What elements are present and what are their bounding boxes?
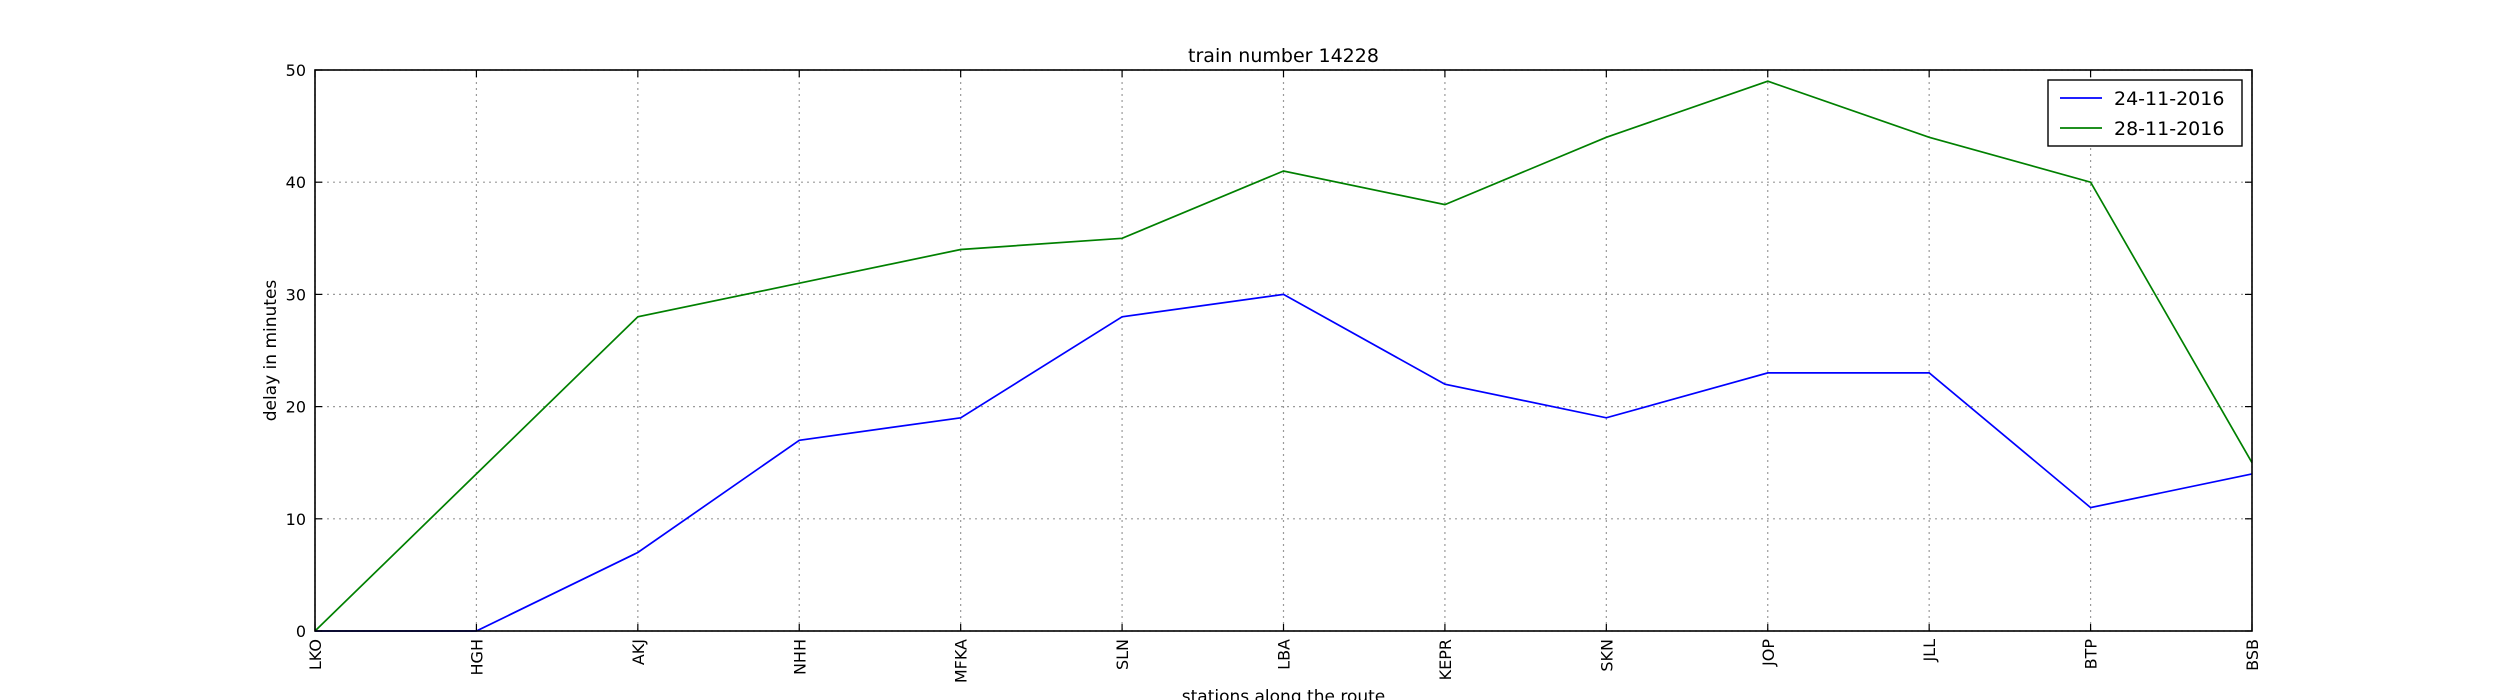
x-tick-label: LBA <box>1275 639 1294 670</box>
x-tick-label: KEPR <box>1436 639 1455 680</box>
y-tick-label: 20 <box>286 398 306 417</box>
x-tick-label: SKN <box>1597 639 1616 672</box>
y-tick-label: 10 <box>286 510 306 529</box>
legend-box <box>2047 79 2243 147</box>
x-tick-label: AKJ <box>629 639 648 665</box>
x-tick-label: LKO <box>306 639 325 670</box>
series-line-2 <box>314 80 2253 632</box>
y-tick-label: 30 <box>286 285 306 304</box>
y-tick-label: 50 <box>286 61 306 80</box>
x-tick-label: MFKA <box>952 639 971 683</box>
x-axis-ticks: LKO HGH AKJ NHH MFKA SLN LBA KEPR SKN JOP JLL BTP BS… <box>306 70 2262 683</box>
y-axis-ticks: 0 10 20 30 40 50 <box>286 61 2252 641</box>
y-tick-label: 0 <box>296 622 306 641</box>
x-axis-label: stations along the route <box>1182 687 1386 700</box>
y-tick-label: 40 <box>286 173 306 192</box>
legend-label-series-2: 28-11-2016 <box>2114 118 2224 140</box>
legend-label-series-1: 24-11-2016 <box>2114 88 2224 110</box>
legend: 24-11-2016 28-11-2016 <box>2047 79 2243 147</box>
x-tick-label: SLN <box>1113 639 1132 670</box>
x-tick-label: BTP <box>2082 639 2101 670</box>
chart-title: train number 14228 <box>1188 45 1379 67</box>
x-tick-label: BSB <box>2243 639 2262 671</box>
x-tick-label: NHH <box>790 639 809 675</box>
series-lines <box>314 80 2253 632</box>
y-axis-label: delay in minutes <box>261 280 281 422</box>
series-line-1 <box>315 293 2253 632</box>
x-tick-label: HGH <box>467 639 486 675</box>
x-tick-label: JLL <box>1920 639 1939 663</box>
x-tick-label: JOP <box>1759 639 1778 667</box>
